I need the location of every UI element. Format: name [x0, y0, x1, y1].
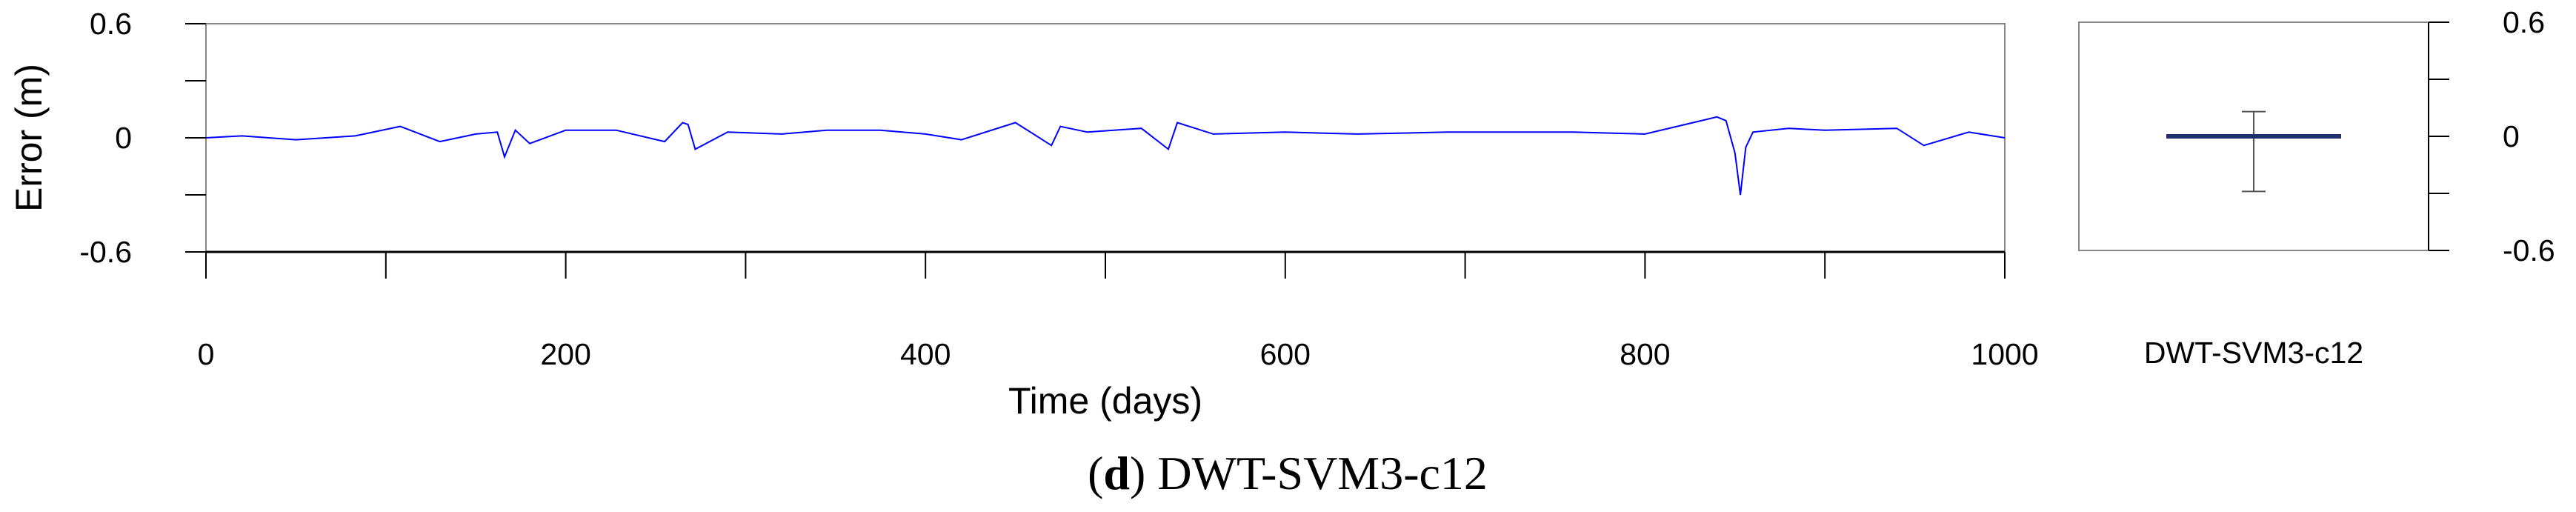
x-axis-tick-labels: 0 200 400 600 800 1000 — [198, 337, 2039, 371]
box-plot-y-ticks — [2429, 21, 2449, 251]
caption-letter: d — [1103, 447, 1130, 499]
x-tick-label: 200 — [540, 337, 590, 371]
error-series-line — [205, 116, 2006, 196]
figure-caption: (d) DWT-SVM3-c12 — [1088, 447, 1488, 499]
time-series-chart: 0.6 0 -0.6 0 200 400 600 800 1000 Time (days) E… — [8, 7, 2039, 422]
caption-open-paren: ( — [1088, 447, 1103, 499]
box-plot-y-tick-labels: 0.6 0 -0.6 — [2503, 5, 2555, 267]
plot-area — [205, 23, 2006, 253]
x-tick-label: 0 — [198, 337, 215, 371]
box-plot-chart: 0.6 0 -0.6 DWT-SVM3-c12 — [2078, 5, 2555, 370]
x-tick-label: 400 — [900, 337, 951, 371]
y-axis-title: Error (m) — [8, 64, 50, 212]
box-plot-y-tick-label: -0.6 — [2503, 233, 2555, 267]
box-plot-y-tick-label: 0.6 — [2503, 5, 2545, 39]
caption-close-paren: ) — [1130, 447, 1145, 499]
box-plot-category-label: DWT-SVM3-c12 — [2144, 336, 2363, 370]
y-tick-label: 0.6 — [90, 7, 132, 41]
box-plot-y-tick-label: 0 — [2503, 119, 2520, 153]
y-tick-label: 0 — [115, 121, 132, 155]
y-axis-ticks — [185, 23, 206, 253]
x-tick-label: 1000 — [1971, 337, 2038, 371]
y-tick-label: -0.6 — [79, 235, 132, 269]
x-tick-label: 600 — [1260, 337, 1311, 371]
y-axis-tick-labels: 0.6 0 -0.6 — [79, 7, 132, 269]
x-tick-label: 800 — [1620, 337, 1670, 371]
x-axis-title: Time (days) — [1008, 380, 1202, 422]
caption-text: DWT-SVM3-c12 — [1145, 447, 1488, 499]
x-axis-ticks — [205, 252, 2006, 279]
